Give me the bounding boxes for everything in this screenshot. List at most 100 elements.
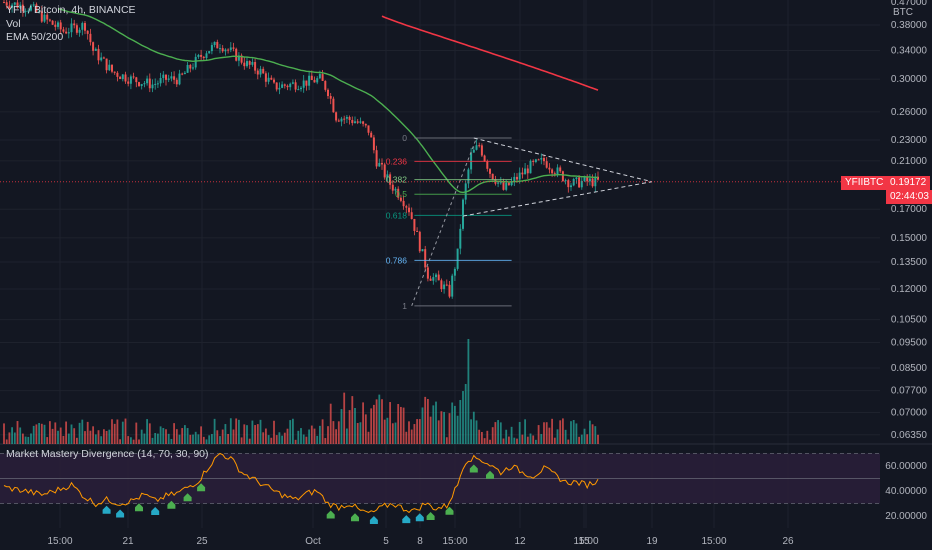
candle [251, 62, 254, 65]
volume-bar [202, 436, 205, 444]
volume-bar [348, 410, 351, 444]
time-axis-label: 15:00 [701, 536, 726, 547]
candle [259, 68, 262, 75]
volume-bar [440, 411, 443, 444]
price-axis-label: 0.08500 [891, 363, 928, 374]
time-axis-label: 19 [646, 536, 658, 547]
volume-bar [305, 436, 308, 444]
volume-bar [262, 432, 265, 444]
volume-bar [254, 425, 256, 444]
volume-bar [456, 415, 459, 444]
volume-bar [124, 418, 127, 444]
candle [24, 10, 27, 12]
volume-bar [502, 438, 505, 444]
candle [256, 70, 259, 75]
volume-bar [154, 433, 157, 444]
volume-bar [219, 436, 221, 444]
volume-bar [494, 422, 497, 444]
candle [119, 76, 122, 80]
candle [513, 176, 516, 181]
volume-bar [70, 424, 73, 444]
candle [8, 5, 11, 9]
candle [270, 77, 273, 80]
volume-bar [16, 421, 19, 444]
candle [570, 185, 572, 188]
candle [480, 145, 483, 156]
candle [370, 132, 373, 138]
volume-bar [40, 423, 43, 444]
candle [67, 32, 70, 34]
price-axis-unit: BTC [893, 7, 913, 18]
candle [540, 158, 543, 160]
volume-bar [481, 431, 483, 444]
volume-bar [5, 439, 8, 444]
candle [81, 23, 84, 30]
indicator-legend[interactable]: Market Mastery Divergence (14, 70, 30, 9… [6, 448, 209, 460]
volume-bar [518, 421, 521, 444]
volume-bar [586, 434, 589, 444]
price-axis-label: 0.06350 [891, 430, 928, 441]
fib-level-label: 0.5 [395, 189, 407, 199]
volume-bar [308, 429, 310, 444]
candle [75, 25, 78, 33]
candle [275, 82, 278, 90]
candle [372, 137, 375, 151]
volume-bar [221, 429, 224, 444]
candle [418, 231, 421, 252]
candle [462, 199, 464, 229]
candle [578, 177, 581, 188]
symbol-title: YFII / Bitcoin, 4h, BINANCE [6, 4, 136, 16]
candle [154, 83, 157, 85]
volume-bar [275, 435, 278, 444]
fib-level-label: 0.382 [386, 175, 408, 185]
volume-bar [62, 435, 65, 444]
volume-bar [278, 432, 281, 444]
time-axis-label: 26 [782, 536, 794, 547]
volume-bar [416, 419, 418, 444]
volume-bar [351, 396, 354, 444]
price-axis-label: 0.10500 [891, 315, 928, 326]
ema-legend[interactable]: EMA 50/200 [6, 31, 64, 43]
volume-bar [532, 435, 535, 444]
volume-bar [240, 437, 243, 444]
volume-bar [3, 423, 5, 444]
volume-bar [116, 419, 119, 444]
volume-bar [65, 421, 67, 444]
volume-bar [235, 418, 238, 444]
volume-bar [148, 423, 151, 444]
candle [526, 168, 529, 174]
volume-bar [459, 400, 462, 444]
candle [92, 42, 95, 51]
volume-bar [19, 427, 22, 444]
candle [580, 180, 583, 188]
volume-bar [313, 428, 316, 444]
time-axis-label: 5 [383, 536, 389, 547]
volume-bar [378, 394, 381, 444]
candle [186, 64, 189, 73]
candle [440, 280, 443, 290]
candle [397, 188, 400, 198]
last-price-tag: 0.19172 [886, 176, 931, 190]
candle [451, 275, 454, 297]
volume-bar [197, 434, 200, 444]
candle [189, 64, 192, 69]
candle [591, 178, 594, 187]
candle [78, 29, 81, 33]
candle [267, 77, 270, 82]
candle [16, 2, 19, 8]
volume-bar [216, 430, 219, 444]
candle [327, 89, 329, 97]
candle [291, 82, 294, 84]
volume-bar [340, 409, 343, 444]
candle [548, 167, 551, 170]
volume-bar [597, 434, 599, 444]
candle [202, 56, 205, 58]
candle [197, 54, 200, 57]
candle [532, 160, 535, 162]
candle [159, 78, 162, 84]
divergence-marker [326, 510, 335, 519]
volume-legend[interactable]: Vol [6, 18, 21, 30]
volume-bar [418, 419, 421, 444]
